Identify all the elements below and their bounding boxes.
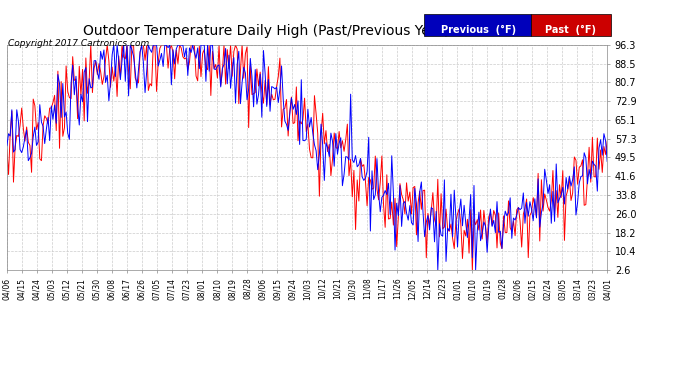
Text: Outdoor Temperature Daily High (Past/Previous Year) 20170406: Outdoor Temperature Daily High (Past/Pre… xyxy=(83,24,524,38)
Text: Previous  (°F): Previous (°F) xyxy=(441,25,515,35)
Text: Copyright 2017 Cartronics.com: Copyright 2017 Cartronics.com xyxy=(8,39,150,48)
Text: Past  (°F): Past (°F) xyxy=(545,25,596,35)
